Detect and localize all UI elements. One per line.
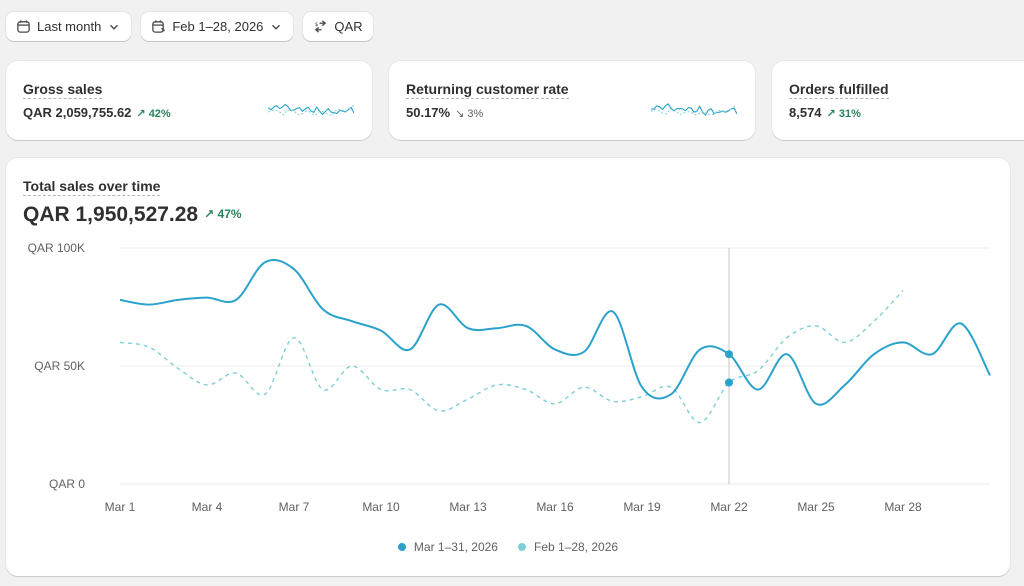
- metric-delta-value: 31%: [838, 108, 861, 120]
- chevron-down-icon: [272, 24, 281, 30]
- metric-title[interactable]: Returning customer rate: [406, 81, 569, 99]
- currency-button[interactable]: $ QAR: [303, 12, 373, 41]
- legend-label: Mar 1–31, 2026: [413, 540, 498, 554]
- metric-delta: ↗ 31%: [826, 108, 861, 120]
- calendar-compare-icon: [152, 20, 166, 33]
- metric-amount: 8,574: [789, 105, 822, 120]
- x-tick-label: Mar 4: [192, 500, 223, 514]
- sparkline: [651, 103, 737, 116]
- sparkline: [268, 103, 354, 117]
- metric-card-orders-fulfilled[interactable]: Orders fulfilled 8,574 ↗ 31%: [772, 61, 1024, 140]
- calendar-icon: [17, 20, 30, 33]
- x-tick-label: Mar 22: [710, 500, 748, 514]
- metric-title[interactable]: Orders fulfilled: [789, 81, 889, 99]
- series-line-current: [119, 259, 991, 406]
- x-tick-label: Mar 13: [449, 500, 487, 514]
- x-tick-label: Mar 19: [623, 500, 661, 514]
- currency-exchange-icon: $: [315, 20, 327, 33]
- legend-label: Feb 1–28, 2026: [533, 540, 619, 554]
- date-range-dropdown[interactable]: Feb 1–28, 2026: [141, 12, 294, 41]
- metric-card-returning-customer-rate[interactable]: Returning customer rate 50.17% ↘ 3%: [389, 61, 755, 140]
- chart-total-value: QAR 1,950,527.28: [23, 203, 199, 226]
- series-line-previous: [119, 290, 904, 424]
- metric-title[interactable]: Gross sales: [23, 81, 103, 99]
- metric-value: QAR 2,059,755.62 ↗ 42%: [23, 105, 171, 120]
- chevron-down-icon: [110, 24, 119, 30]
- date-range-dropdown-label: Feb 1–28, 2026: [172, 19, 264, 34]
- svg-text:$: $: [315, 22, 319, 28]
- metric-delta-value: 42%: [148, 108, 171, 120]
- chart-total-delta-value: 47%: [217, 207, 242, 221]
- chart-title[interactable]: Total sales over time: [23, 178, 161, 196]
- y-tick-label: QAR 50K: [34, 359, 85, 373]
- filter-toolbar: Last month Feb 1–28, 2026 $ QAR: [6, 12, 373, 41]
- metric-delta: ↗ 42%: [136, 108, 171, 120]
- metric-amount: 50.17%: [406, 105, 451, 120]
- legend-item-previous[interactable]: Feb 1–28, 2026: [517, 540, 619, 554]
- currency-label: QAR: [334, 19, 363, 34]
- y-tick-label: QAR 100K: [28, 241, 85, 255]
- legend-item-current[interactable]: Mar 1–31, 2026: [397, 540, 498, 554]
- x-tick-label: Mar 10: [362, 500, 400, 514]
- hover-point-previous: [725, 378, 733, 387]
- x-tick-label: Mar 25: [797, 500, 835, 514]
- metric-delta-value: 3%: [467, 108, 484, 120]
- y-tick-label: QAR 0: [49, 477, 85, 491]
- chart-total-delta: ↗ 47%: [204, 207, 242, 221]
- hover-point-current: [725, 350, 733, 359]
- metric-card-gross-sales[interactable]: Gross sales QAR 2,059,755.62 ↗ 42%: [6, 61, 372, 140]
- x-tick-label: Mar 1: [105, 500, 136, 514]
- metric-value: 50.17% ↘ 3%: [406, 105, 483, 120]
- x-tick-label: Mar 28: [884, 500, 922, 514]
- chart-total: QAR 1,950,527.28 ↗ 47%: [23, 203, 242, 227]
- total-sales-card: Total sales over time QAR 1,950,527.28 ↗ …: [6, 158, 1010, 576]
- metric-value: 8,574 ↗ 31%: [789, 105, 861, 120]
- legend-marker: [517, 543, 526, 551]
- period-dropdown-label: Last month: [37, 19, 102, 34]
- period-dropdown[interactable]: Last month: [6, 12, 132, 41]
- metric-amount: QAR 2,059,755.62: [23, 105, 132, 120]
- sales-line-chart[interactable]: QAR 100K QAR 50K QAR 0 Mar 1 Mar 4 Mar 7 Mar 1…: [6, 158, 1010, 538]
- legend-marker: [397, 543, 406, 551]
- metric-delta: ↘ 3%: [455, 108, 484, 120]
- chart-legend: Mar 1–31, 2026 Feb 1–28, 2026: [6, 540, 1010, 554]
- x-tick-label: Mar 16: [536, 500, 574, 514]
- x-tick-label: Mar 7: [279, 500, 310, 514]
